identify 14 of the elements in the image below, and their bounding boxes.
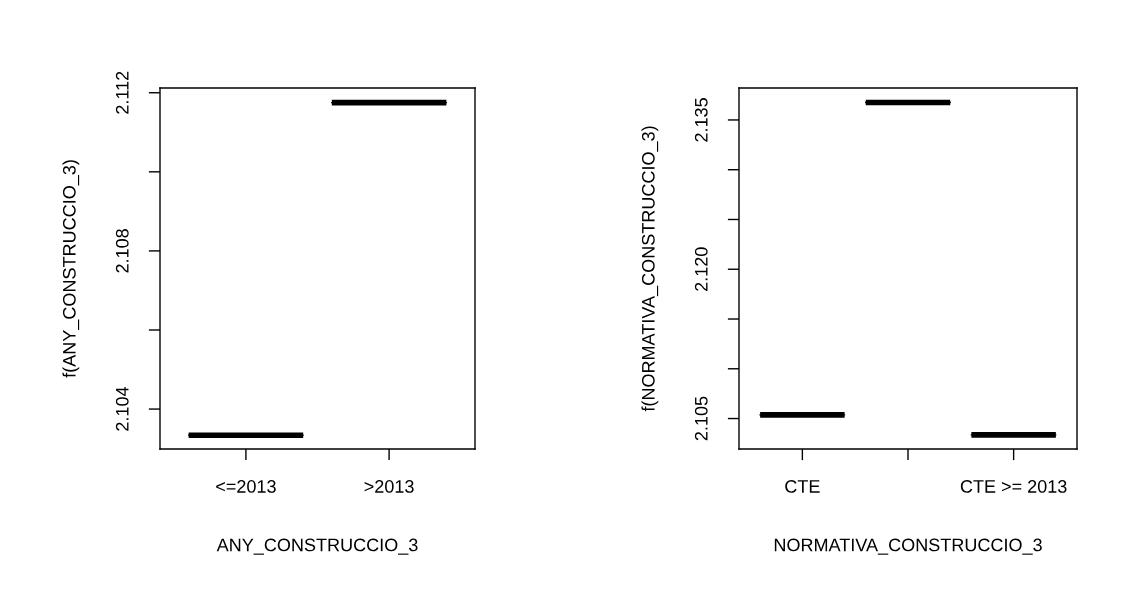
- y-tick-label: 2.112: [115, 71, 129, 114]
- y-tick-label: 2.104: [115, 387, 129, 431]
- x-tick-label: CTE: [785, 480, 820, 493]
- x-axis-title: ANY_CONSTRUCCIO_3: [216, 538, 418, 555]
- x-tick-label: <=2013: [216, 480, 276, 493]
- y-axis-title: f(ANY_CONSTRUCCIO_3): [62, 160, 80, 378]
- x-tick-label: >2013: [364, 480, 414, 493]
- y-axis-title: f(NORMATIVA_CONSTRUCCIO_3): [641, 126, 659, 412]
- y-tick-label: 2.105: [694, 396, 708, 441]
- y-tick-label: 2.108: [115, 229, 129, 273]
- x-tick-label: CTE >= 2013: [960, 480, 1067, 493]
- y-tick-label: 2.135: [694, 98, 708, 142]
- x-axis-title: NORMATIVA_CONSTRUCCIO_3: [774, 538, 1042, 555]
- y-tick-label: 2.120: [694, 247, 708, 291]
